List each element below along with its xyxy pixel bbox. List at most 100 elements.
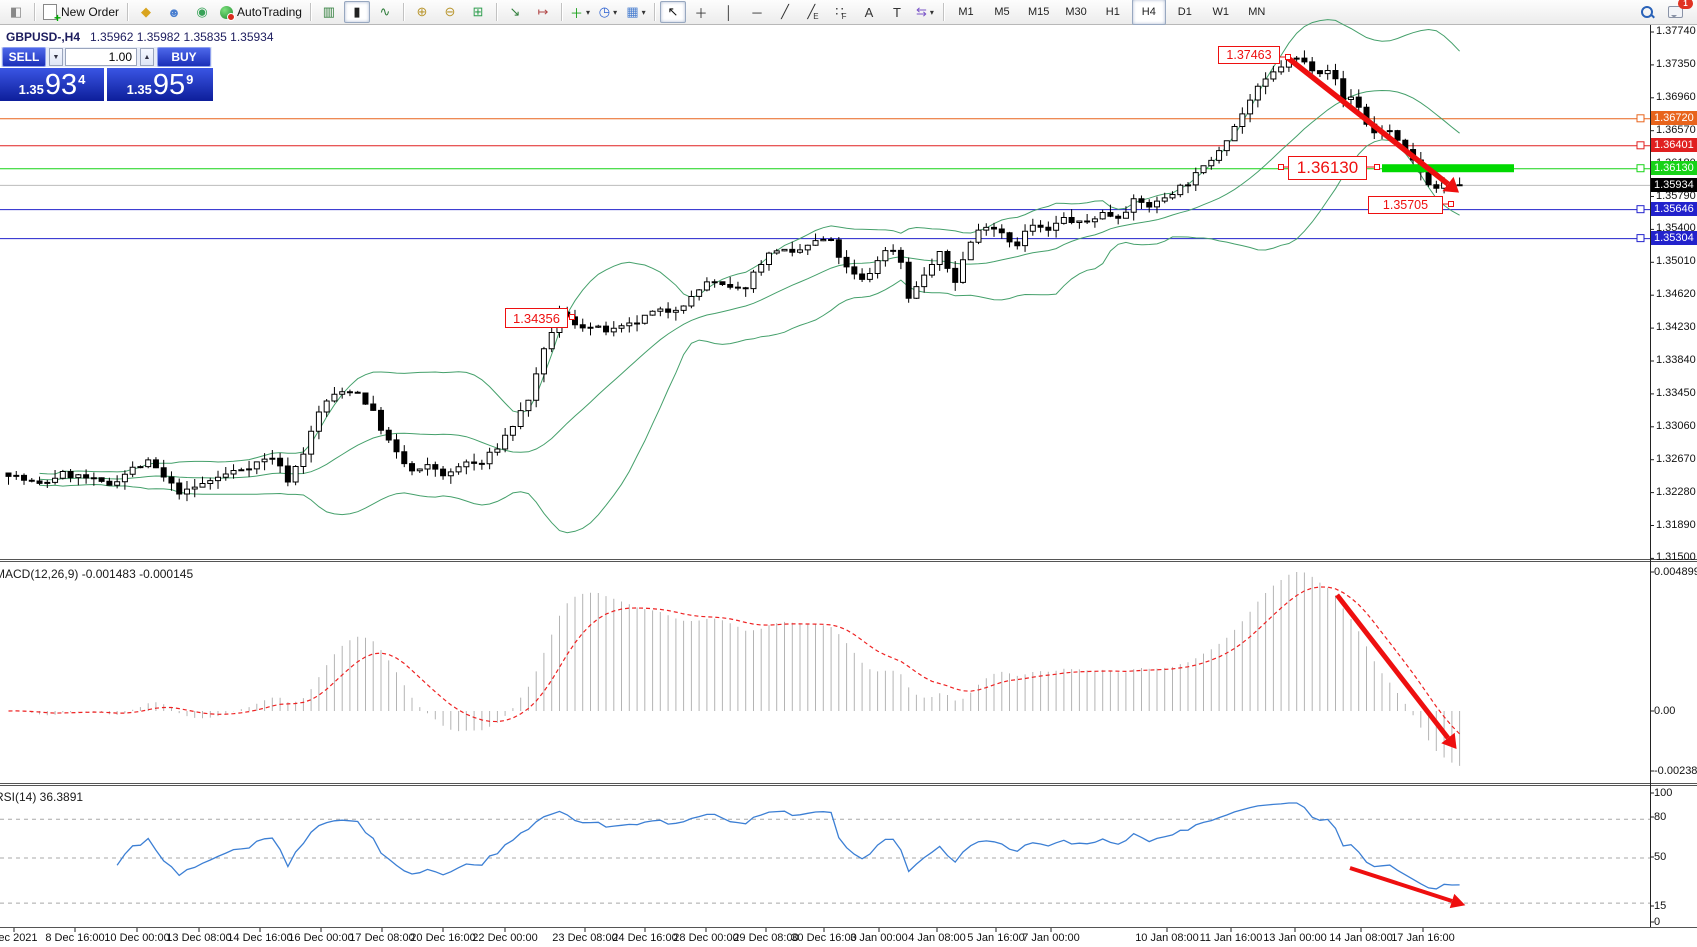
annotation-anchor-handle[interactable] bbox=[1278, 164, 1284, 170]
chart-shift-icon[interactable]: ↦ bbox=[530, 1, 556, 23]
toolbar-separator bbox=[34, 3, 35, 21]
bar-chart-icon[interactable]: ▥ bbox=[316, 1, 342, 23]
bullish-candles bbox=[13, 57, 1463, 495]
toolbar-separator bbox=[127, 3, 129, 21]
text-icon: A bbox=[864, 4, 874, 20]
trend-arrow-rsi[interactable] bbox=[1349, 866, 1453, 903]
window-icon: ◧ bbox=[9, 4, 23, 19]
search-button[interactable] bbox=[1634, 1, 1660, 23]
templates-icon[interactable]: ▦ ▾ bbox=[623, 1, 649, 23]
notifications-button-icon bbox=[1667, 6, 1683, 18]
vertical-line-icon[interactable]: │ bbox=[716, 1, 742, 23]
buy-price-display[interactable]: 1.35 95 9 bbox=[107, 68, 213, 101]
level-line-handle[interactable] bbox=[1636, 141, 1645, 150]
time-axis-label: 4 Jan 08:00 bbox=[908, 932, 966, 944]
periods-icon[interactable]: ◷ ▾ bbox=[595, 1, 621, 23]
trend-arrow-main-head bbox=[1442, 176, 1459, 193]
timeframe-m30[interactable]: M30 bbox=[1065, 6, 1087, 18]
timeframe-m1[interactable]: M1 bbox=[958, 6, 974, 18]
buy-button[interactable]: BUY bbox=[157, 47, 211, 67]
dropdown-caret-icon: ▾ bbox=[641, 7, 646, 17]
macd-indicator-label: MACD(12,26,9) -0.001483 -0.000145 bbox=[0, 567, 194, 581]
timeframe-d1[interactable]: D1 bbox=[1177, 6, 1192, 18]
level-line-handle[interactable] bbox=[1636, 164, 1645, 173]
timeframe-m15[interactable]: M15 bbox=[1027, 6, 1050, 18]
trend-arrow-macd[interactable] bbox=[1335, 593, 1450, 740]
time-axis-label: 11 Jan 16:00 bbox=[1199, 932, 1263, 944]
profile-icon[interactable]: ☻ bbox=[161, 1, 187, 23]
chart-caption: GBPUSD-,H4 1.35962 1.35982 1.35835 1.3593… bbox=[6, 30, 274, 44]
time-axis-label: 13 Dec 08:00 bbox=[166, 932, 232, 944]
price-label-annotation[interactable]: 1.36130 bbox=[1288, 156, 1367, 180]
price-axis-label: 1.36570 bbox=[1656, 123, 1696, 136]
timeframe-h4[interactable]: H4 bbox=[1131, 0, 1166, 25]
notification-badge: 1 bbox=[1678, 0, 1693, 9]
price-axis-label: 1.32670 bbox=[1656, 452, 1696, 465]
text-label-icon[interactable]: T bbox=[884, 1, 910, 23]
timeframe-h1[interactable]: H1 bbox=[1105, 6, 1120, 18]
level-line-handle[interactable] bbox=[1636, 114, 1645, 123]
zoom-in-icon[interactable]: ⊕ bbox=[409, 1, 435, 23]
green-level-bar[interactable] bbox=[1382, 164, 1514, 173]
volume-decrease-button[interactable]: ▼ bbox=[49, 48, 63, 66]
volume-increase-button[interactable]: ▲ bbox=[140, 48, 154, 66]
macd-axis-label: 0.004899 bbox=[1654, 566, 1697, 578]
time-axis-label: 13 Jan 00:00 bbox=[1263, 932, 1327, 944]
fibonacci-icon[interactable]: ∷ F bbox=[835, 4, 847, 21]
macd-histogram bbox=[15, 572, 1461, 766]
zoom-out-icon: ⊖ bbox=[444, 4, 456, 19]
volume-input[interactable] bbox=[65, 48, 137, 66]
window-icon[interactable]: ◧ bbox=[3, 1, 29, 23]
dropdown-caret-icon: ▾ bbox=[613, 7, 618, 17]
arrows-tool-icon[interactable]: ⇆ ▾ bbox=[912, 1, 938, 23]
timeframe-m5[interactable]: M5 bbox=[994, 6, 1010, 18]
candlestick-chart-icon: ▮ bbox=[353, 4, 361, 19]
toolbar-separator bbox=[653, 3, 655, 21]
timeframe-mn[interactable]: MN bbox=[1248, 6, 1266, 18]
annotation-anchor-handle[interactable] bbox=[569, 314, 575, 320]
tile-windows-icon: ⊞ bbox=[472, 4, 484, 19]
auto-scroll-icon[interactable]: ↘ bbox=[502, 1, 528, 23]
crosshair-icon[interactable]: ＋ bbox=[688, 1, 714, 23]
zoom-out-icon[interactable]: ⊖ bbox=[437, 1, 463, 23]
signals-icon[interactable]: ◉ bbox=[189, 1, 215, 23]
annotation-anchor-handle[interactable] bbox=[1374, 164, 1380, 170]
trendline-icon[interactable]: ╱ bbox=[772, 1, 798, 23]
indicators-add-icon[interactable]: ＋ ▾ bbox=[567, 1, 593, 23]
text-icon[interactable]: A bbox=[856, 1, 882, 23]
price-label-annotation[interactable]: 1.35705 bbox=[1368, 196, 1443, 214]
zoom-in-icon: ⊕ bbox=[416, 4, 428, 19]
horizontal-line-icon[interactable]: ─ bbox=[744, 1, 770, 23]
equidistant-channel-icon[interactable]: ╱ E bbox=[807, 4, 819, 21]
cursor-icon[interactable]: ↖ bbox=[659, 1, 686, 23]
time-axis-label: 3 Jan 00:00 bbox=[850, 932, 908, 944]
price-label-annotation[interactable]: 1.34356 bbox=[505, 308, 568, 328]
history-center-icon[interactable]: ◆ bbox=[133, 1, 159, 23]
annotation-anchor-handle[interactable] bbox=[1448, 201, 1454, 207]
sell-price-display[interactable]: 1.35 93 4 bbox=[0, 68, 104, 101]
price-axis-label: 1.34620 bbox=[1656, 288, 1696, 301]
trend-arrow-rsi-head bbox=[1449, 893, 1466, 909]
time-axis-label: 29 Dec 08:00 bbox=[733, 932, 799, 944]
autotrading-button[interactable]: AutoTrading bbox=[217, 1, 305, 23]
buy-price-big: 95 bbox=[152, 69, 186, 101]
annotation-anchor-handle[interactable] bbox=[1285, 54, 1291, 60]
search-button-icon bbox=[1641, 6, 1653, 18]
timeframe-w1[interactable]: W1 bbox=[1212, 6, 1230, 18]
trend-arrow-main[interactable] bbox=[1286, 55, 1450, 187]
price-label-annotation[interactable]: 1.37463 bbox=[1218, 46, 1280, 64]
new-order-button[interactable]: New Order bbox=[40, 1, 122, 25]
profile-icon: ☻ bbox=[167, 4, 181, 20]
sell-button[interactable]: SELL bbox=[2, 47, 46, 67]
candlestick-chart-icon[interactable]: ▮ bbox=[343, 1, 370, 23]
trendline-icon: ╱ bbox=[781, 4, 789, 19]
line-chart-icon[interactable]: ∿ bbox=[372, 1, 398, 23]
level-line-handle[interactable] bbox=[1636, 234, 1645, 243]
tile-windows-icon[interactable]: ⊞ bbox=[465, 1, 491, 23]
time-axis-label: 17 Jan 16:00 bbox=[1391, 932, 1455, 944]
level-line-handle[interactable] bbox=[1636, 205, 1645, 214]
notifications-button[interactable]: 1 bbox=[1662, 0, 1693, 23]
time-axis-label: 5 Jan 16:00 bbox=[967, 932, 1025, 944]
level-price-badge: 1.35304 bbox=[1651, 231, 1697, 246]
